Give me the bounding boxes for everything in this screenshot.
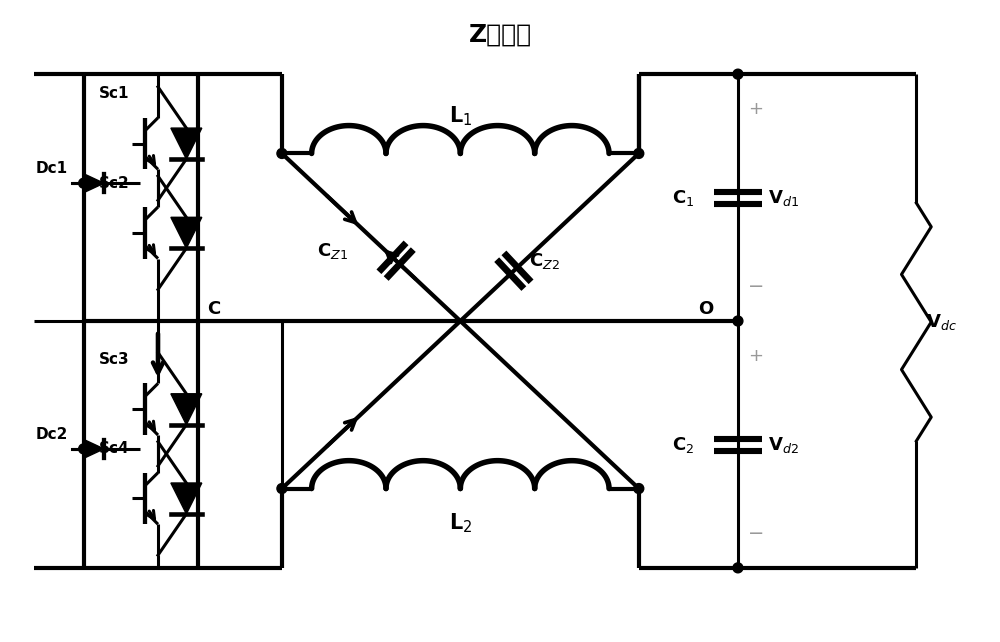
Polygon shape bbox=[171, 217, 202, 248]
Text: V$_{dc}$: V$_{dc}$ bbox=[926, 312, 957, 332]
Text: C: C bbox=[208, 300, 221, 318]
Text: Sc3: Sc3 bbox=[99, 352, 129, 367]
Text: Sc1: Sc1 bbox=[99, 87, 129, 101]
Circle shape bbox=[277, 148, 287, 159]
Text: Z源网络: Z源网络 bbox=[468, 22, 532, 46]
Circle shape bbox=[733, 563, 743, 573]
Text: Dc1: Dc1 bbox=[36, 161, 68, 176]
Circle shape bbox=[634, 483, 644, 494]
Circle shape bbox=[733, 316, 743, 326]
Circle shape bbox=[733, 69, 743, 79]
Text: +: + bbox=[748, 100, 763, 118]
Polygon shape bbox=[171, 483, 202, 514]
Text: V$_{d2}$: V$_{d2}$ bbox=[768, 435, 799, 455]
Polygon shape bbox=[85, 440, 104, 458]
Text: L$_2$: L$_2$ bbox=[449, 512, 472, 535]
Text: +: + bbox=[748, 347, 763, 365]
Text: V$_{d1}$: V$_{d1}$ bbox=[768, 188, 799, 208]
Text: C$_{Z1}$: C$_{Z1}$ bbox=[317, 241, 348, 261]
Text: Dc2: Dc2 bbox=[36, 426, 68, 442]
Circle shape bbox=[79, 178, 89, 188]
Text: O: O bbox=[698, 300, 714, 318]
Text: Sc2: Sc2 bbox=[99, 176, 129, 191]
Text: C$_1$: C$_1$ bbox=[672, 188, 695, 208]
Circle shape bbox=[79, 444, 89, 454]
Circle shape bbox=[277, 483, 287, 494]
Circle shape bbox=[634, 148, 644, 159]
Polygon shape bbox=[171, 128, 202, 159]
Text: C$_2$: C$_2$ bbox=[672, 435, 694, 455]
Polygon shape bbox=[85, 174, 104, 192]
Text: L$_1$: L$_1$ bbox=[449, 104, 472, 128]
Text: Sc4: Sc4 bbox=[99, 442, 129, 456]
Text: C$_{Z2}$: C$_{Z2}$ bbox=[529, 251, 560, 271]
Polygon shape bbox=[171, 394, 202, 425]
Text: −: − bbox=[748, 277, 764, 296]
Text: −: − bbox=[748, 524, 764, 542]
